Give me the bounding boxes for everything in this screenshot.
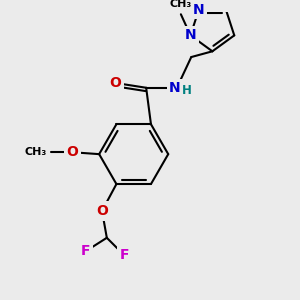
Text: N: N xyxy=(193,3,205,16)
Text: O: O xyxy=(66,145,78,159)
Text: F: F xyxy=(81,244,91,258)
Text: O: O xyxy=(96,204,108,218)
Text: CH₃: CH₃ xyxy=(24,147,46,157)
Text: O: O xyxy=(110,76,122,90)
Text: N: N xyxy=(185,28,196,42)
Text: CH₃: CH₃ xyxy=(170,0,192,10)
Text: N: N xyxy=(169,81,181,95)
Text: H: H xyxy=(182,84,191,97)
Text: F: F xyxy=(119,248,129,262)
